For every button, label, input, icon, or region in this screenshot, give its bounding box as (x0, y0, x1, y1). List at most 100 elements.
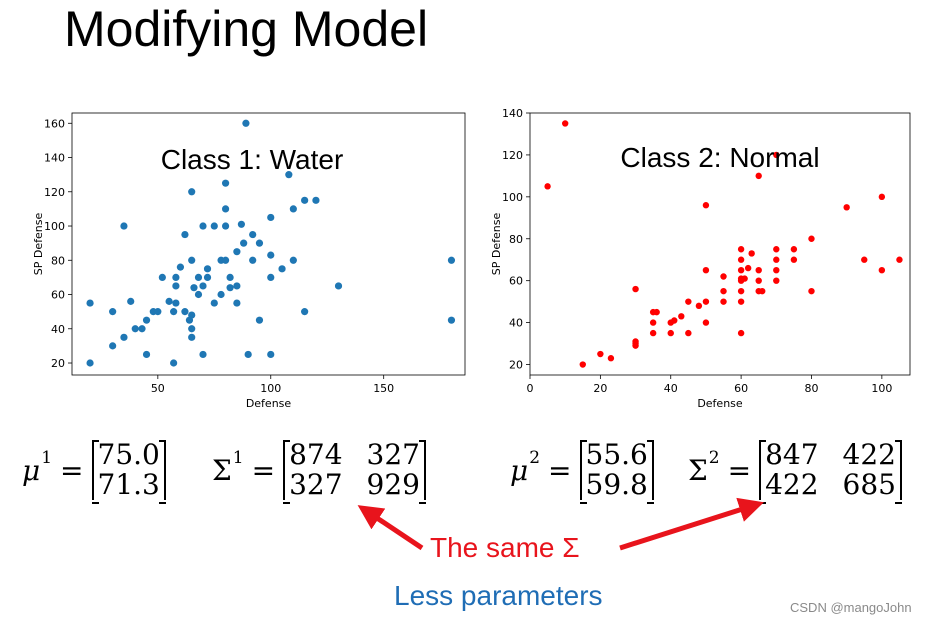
y-axis-label: SP Defense (32, 213, 45, 276)
sigma2-cell: 847 (765, 438, 819, 471)
y-tick-label: 140 (502, 108, 523, 120)
data-point (702, 298, 710, 305)
data-point (632, 342, 639, 349)
data-point (685, 298, 692, 305)
data-point (861, 256, 868, 263)
x-axis-label: Defense (246, 397, 292, 410)
data-point (233, 248, 241, 256)
data-point (221, 205, 230, 213)
mu1-value: 71.3 (97, 468, 160, 501)
equals-sign: = (60, 453, 84, 487)
data-point (188, 256, 196, 264)
left-arrow (357, 505, 424, 551)
data-point (249, 230, 257, 239)
sigma1-cell: 929 (366, 468, 420, 501)
y-tick-label: 20 (509, 359, 523, 372)
same-sigma-note: The same Σ (430, 532, 580, 563)
data-point (289, 205, 297, 213)
data-point (702, 319, 710, 326)
data-point (131, 325, 139, 333)
data-point (737, 329, 745, 337)
data-point (170, 308, 178, 316)
data-point (165, 297, 173, 305)
equals-sign: = (548, 453, 572, 487)
sigma1-matrix: 874 327 327 929 (283, 438, 426, 504)
data-point (878, 193, 886, 201)
data-point (720, 298, 727, 305)
data-point (142, 316, 151, 324)
y-tick-label: 80 (509, 233, 523, 246)
data-point (188, 333, 196, 341)
data-point (755, 172, 762, 180)
y-tick-label: 120 (502, 149, 523, 162)
sigma1-cell: 874 (289, 438, 343, 471)
data-point (773, 267, 780, 274)
sigma2-cell: 422 (765, 468, 819, 501)
data-point (748, 250, 755, 257)
data-point (702, 202, 710, 209)
x-tick-label: 80 (804, 382, 818, 395)
sigma2-cell: 422 (842, 438, 896, 471)
sigma2-cell: 685 (842, 468, 896, 501)
data-point (267, 350, 275, 359)
mu1-symbol: μ (22, 453, 41, 487)
data-point (109, 308, 117, 316)
data-point (737, 256, 745, 263)
data-point (685, 329, 692, 337)
data-point (237, 220, 245, 228)
data-point (773, 256, 780, 263)
data-point (808, 287, 815, 295)
y-tick-label: 80 (51, 254, 65, 267)
x-tick-label: 150 (373, 382, 394, 395)
y-tick-label: 60 (51, 289, 65, 302)
x-tick-label: 100 (260, 382, 281, 395)
data-point (217, 290, 225, 299)
data-point (188, 188, 196, 196)
x-tick-label: 100 (871, 382, 892, 395)
data-point (737, 298, 745, 305)
data-point (172, 299, 180, 307)
data-point (755, 277, 762, 284)
data-point (695, 302, 703, 310)
data-point (896, 256, 903, 263)
data-point (649, 329, 657, 337)
mu2-symbol: μ (510, 453, 529, 487)
data-point (203, 273, 212, 281)
data-point (702, 267, 710, 274)
data-point (878, 267, 886, 274)
data-point (790, 256, 798, 263)
data-point (649, 319, 657, 326)
right-arrow (619, 497, 764, 551)
x-axis-label: Defense (697, 397, 743, 410)
data-point (678, 313, 685, 320)
data-point (267, 273, 275, 281)
data-point (199, 350, 207, 359)
y-axis-label: SP Defense (490, 213, 503, 276)
mu1-value: 75.0 (97, 438, 160, 471)
data-point (199, 222, 207, 230)
data-point (741, 275, 748, 282)
sigma1-symbol: Σ (212, 453, 232, 487)
x-tick-label: 50 (151, 382, 165, 395)
data-point (242, 119, 250, 127)
data-point (194, 273, 203, 281)
sigma1-cell: 327 (289, 468, 343, 501)
data-point (158, 273, 166, 281)
x-tick-label: 40 (664, 382, 678, 395)
data-point (255, 239, 264, 247)
sigma2-superscript: 2 (708, 448, 720, 468)
class-label: Class 2: Normal (620, 142, 819, 173)
data-point (737, 267, 745, 274)
data-point (579, 361, 586, 368)
y-tick-label: 120 (44, 186, 65, 199)
class-label: Class 1: Water (161, 144, 344, 175)
data-point (312, 196, 320, 204)
mu1-superscript: 1 (41, 448, 53, 468)
mu2-value: 55.6 (585, 438, 648, 471)
data-point (120, 333, 128, 341)
data-point (170, 359, 178, 367)
data-point (226, 273, 234, 281)
